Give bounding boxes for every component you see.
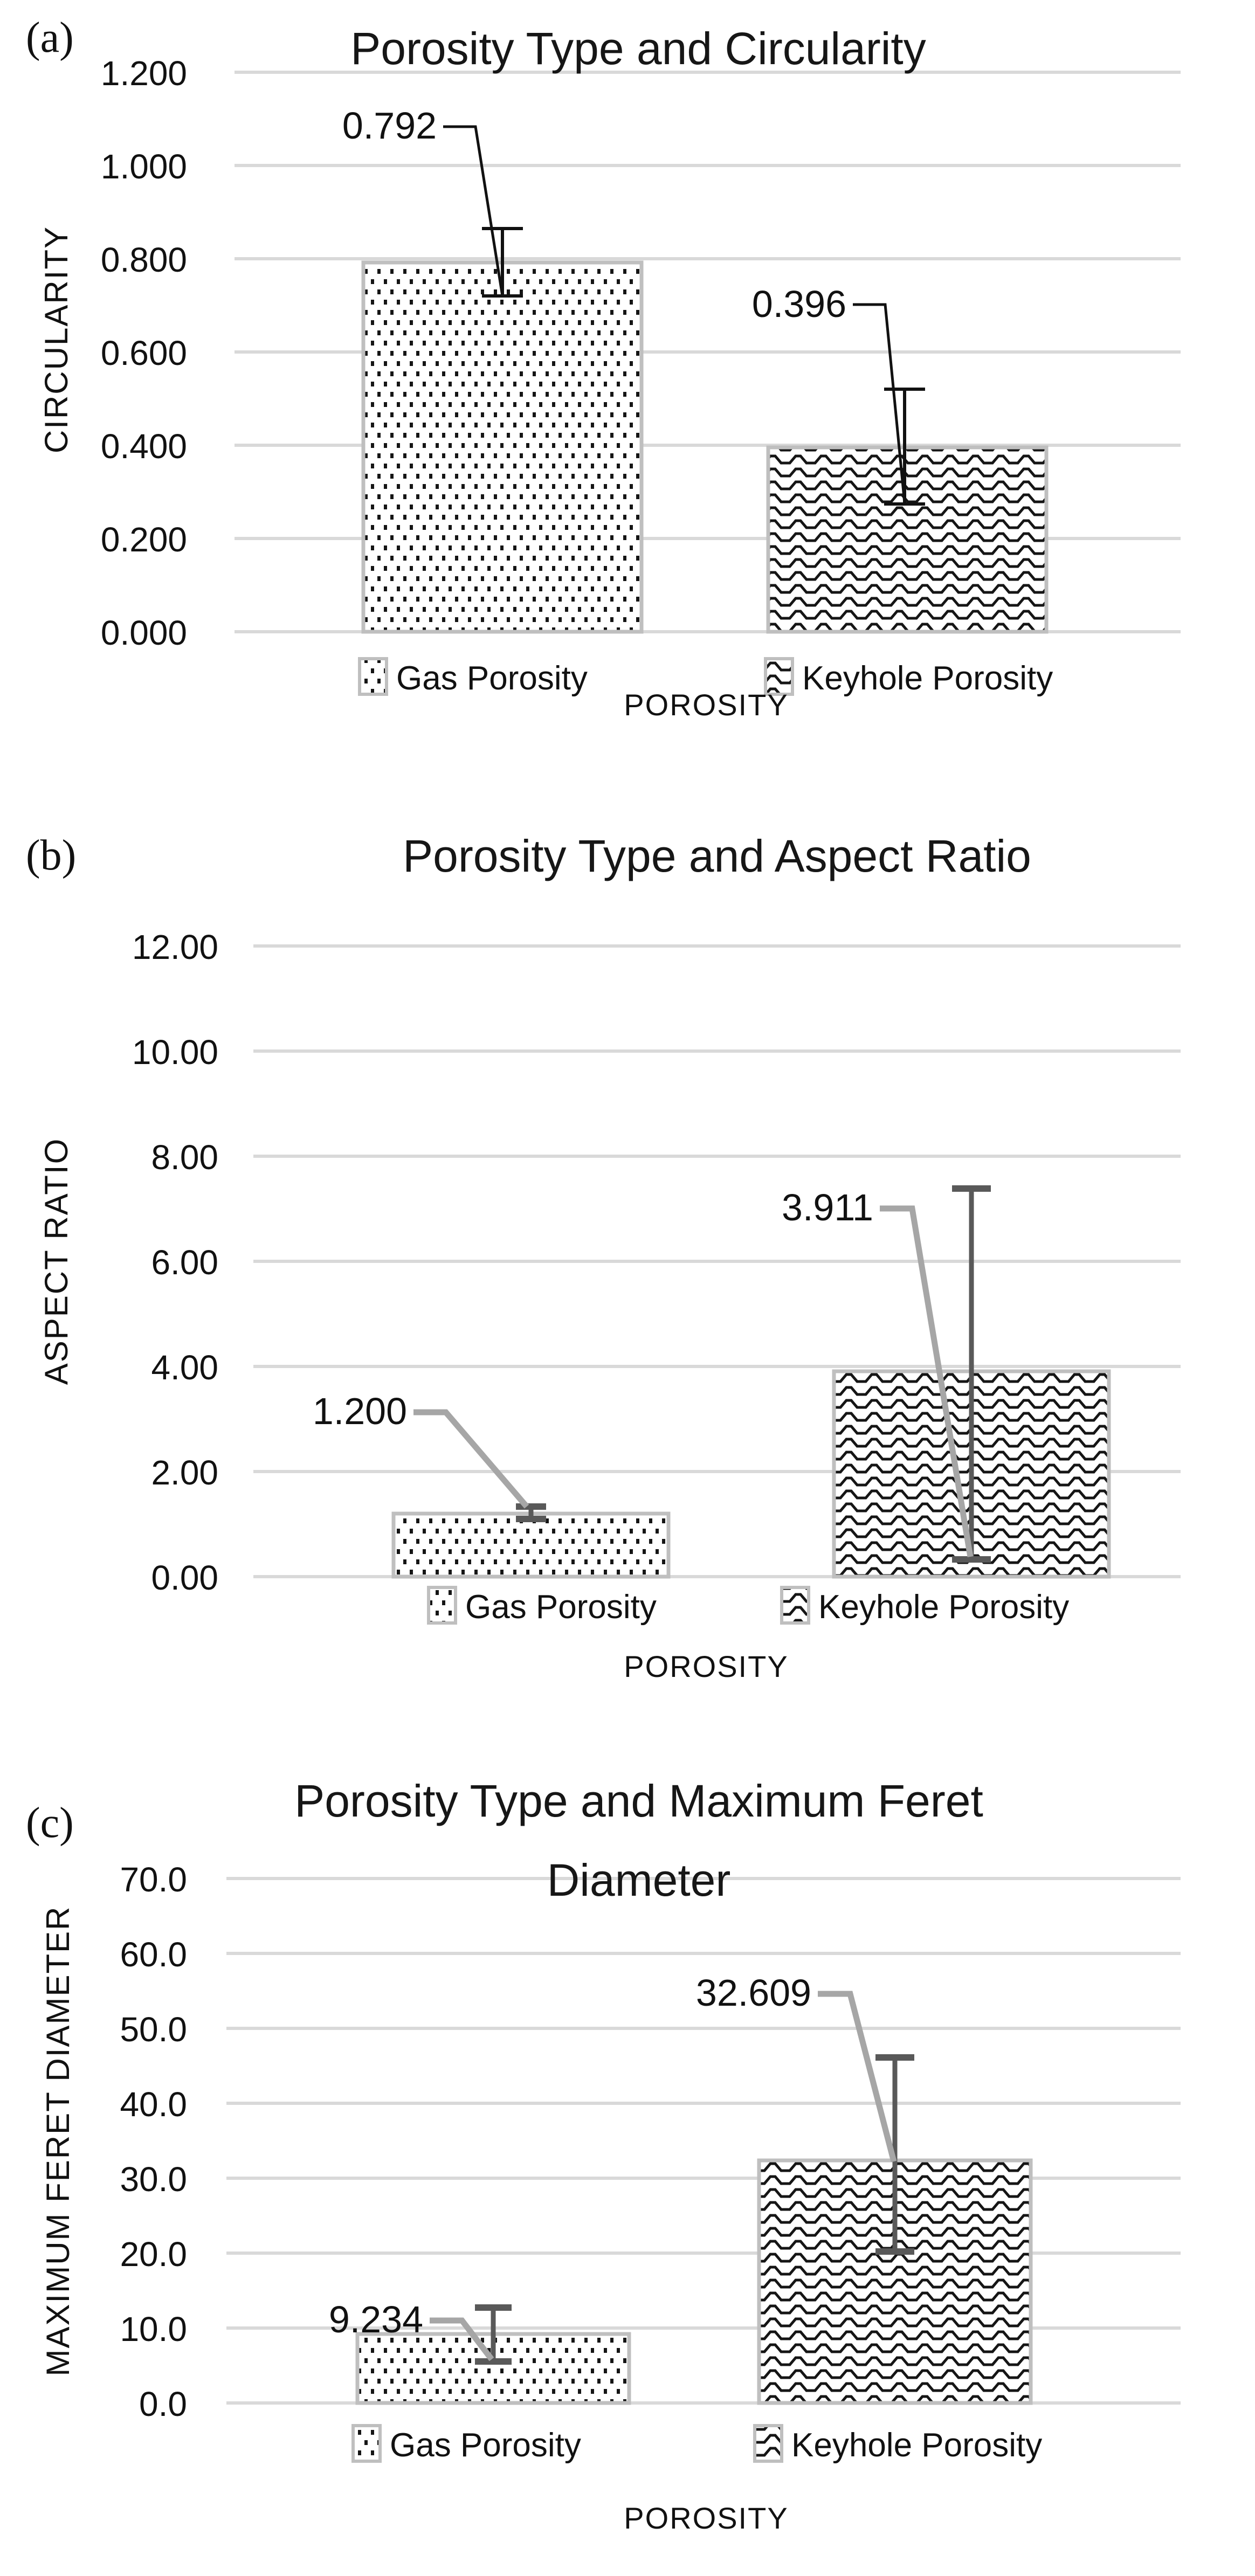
chart-c-ytick-30: 30.0: [120, 2160, 187, 2199]
chart-b-ytick-8: 8.00: [151, 1138, 218, 1177]
chart-a-ytick-0800: 0.800: [100, 240, 187, 279]
chart-b-y-axis-title: ASPECT RATIO: [38, 1137, 74, 1385]
chart-b-data-label-keyhole: 3.911: [782, 1186, 873, 1228]
chart-c-legend-label-gas: Gas Porosity: [390, 2427, 581, 2464]
chart-a-y-axis-title: CIRCULARITY: [38, 225, 74, 454]
chart-c-leader-line-keyhole: [818, 1991, 897, 2163]
panel-label-b: (b): [26, 832, 77, 879]
chart-b-ytick-10: 10.00: [132, 1033, 218, 1072]
chart-b-x-axis-title: POROSITY: [624, 1649, 789, 1683]
chart-c-legend-swatch-wave-icon: [753, 2424, 783, 2463]
chart-c-ytick-40: 40.0: [120, 2085, 187, 2124]
chart-c-ytick-20: 20.0: [120, 2235, 187, 2274]
chart-a-ytick-0600: 0.600: [100, 334, 187, 372]
chart-c-ytick-0: 0.0: [139, 2385, 187, 2423]
chart-b-ytick-4: 4.00: [151, 1348, 218, 1387]
chart-c-leader-line-gas: [430, 2317, 494, 2361]
chart-a-error-bar-keyhole: [884, 388, 925, 506]
chart-b-leader-line-keyhole: [880, 1205, 974, 1557]
chart-a-leader-line-keyhole: [853, 303, 906, 503]
chart-a-ytick-1000: 1.000: [100, 147, 187, 186]
chart-b-ytick-12: 12.00: [132, 928, 218, 966]
chart-b-title: Porosity Type and Aspect Ratio: [403, 831, 1031, 881]
chart-a-data-label-keyhole: 0.396: [751, 283, 846, 325]
chart-b-leader-line-gas: [413, 1409, 529, 1509]
chart-a-x-axis-title: POROSITY: [624, 688, 789, 722]
chart-a-bar-keyhole-porosity: [766, 445, 1049, 634]
chart-c-ytick-70: 70.0: [120, 1860, 187, 1899]
chart-c-legend-label-keyhole: Keyhole Porosity: [791, 2427, 1043, 2464]
chart-a-legend-swatch-dots-icon: [358, 657, 388, 696]
chart-a-ytick-0200: 0.200: [100, 520, 187, 559]
chart-b-error-bar-keyhole: [952, 1185, 991, 1563]
chart-b-ytick-6: 6.00: [151, 1243, 218, 1282]
panel-label-c: (c): [26, 1799, 74, 1847]
chart-a-ytick-0000: 0.000: [100, 613, 187, 652]
chart-c-title-line2: Diameter: [547, 1855, 731, 1905]
chart-c-data-label-keyhole: 32.609: [695, 1972, 811, 2014]
chart-b-ytick-0: 0.00: [151, 1558, 218, 1597]
chart-c-y-axis-title: MAXIMUM FERET DIAMETER: [40, 1905, 76, 2377]
chart-c-ytick-50: 50.0: [120, 2010, 187, 2049]
chart-c-ytick-10: 10.0: [120, 2310, 187, 2349]
chart-a-title: Porosity Type and Circularity: [350, 23, 926, 74]
chart-a-bar-gas-porosity: [361, 260, 644, 634]
chart-b-legend-label-keyhole: Keyhole Porosity: [818, 1589, 1070, 1626]
chart-b-error-bar-gas: [516, 1503, 546, 1522]
chart-a-data-label-gas: 0.792: [342, 105, 437, 147]
chart-c-error-bar-gas: [475, 2304, 512, 2365]
chart-b-legend-swatch-wave-icon: [780, 1586, 810, 1625]
chart-c-x-axis-title: POROSITY: [624, 2501, 789, 2535]
chart-c-legend-swatch-dots-icon: [351, 2424, 382, 2463]
chart-b-ytick-2: 2.00: [151, 1453, 218, 1492]
chart-a-ytick-1200: 1.200: [100, 54, 187, 93]
chart-c-title-line1: Porosity Type and Maximum Feret: [294, 1776, 983, 1826]
chart-b-data-label-gas: 1.200: [312, 1390, 407, 1432]
chart-b-legend-swatch-dots-icon: [427, 1586, 457, 1625]
chart-c-ytick-60: 60.0: [120, 1935, 187, 1974]
chart-a-ytick-0400: 0.400: [100, 427, 187, 466]
chart-b-bar-gas-porosity: [391, 1511, 671, 1579]
chart-a-legend-label-keyhole: Keyhole Porosity: [802, 660, 1053, 697]
panel-label-a: (a): [26, 14, 74, 61]
chart-a-leader-line-gas: [443, 125, 504, 296]
chart-a-legend-swatch-wave-icon: [764, 657, 794, 696]
chart-c-data-label-gas: 9.234: [328, 2298, 423, 2340]
chart-b-legend-label-gas: Gas Porosity: [465, 1589, 657, 1626]
chart-a-legend-label-gas: Gas Porosity: [396, 660, 588, 697]
